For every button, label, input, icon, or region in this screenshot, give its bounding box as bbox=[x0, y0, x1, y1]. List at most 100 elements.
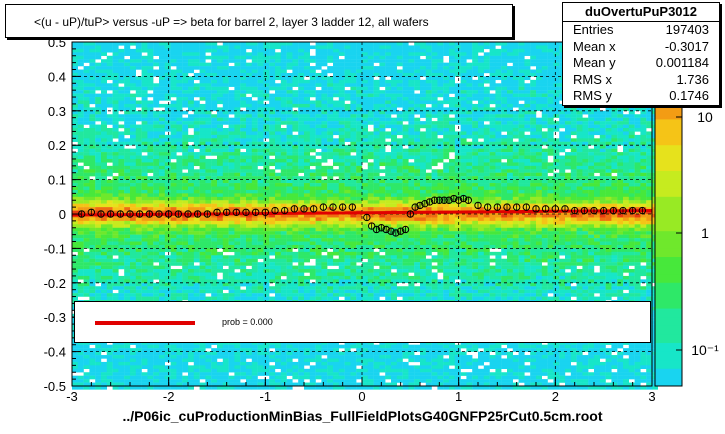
heatmap-cell bbox=[141, 262, 148, 266]
heatmap-cell bbox=[106, 148, 113, 153]
heatmap-cell bbox=[182, 231, 189, 235]
heatmap-cell bbox=[106, 48, 113, 53]
heatmap-cell bbox=[240, 231, 247, 235]
heatmap-cell bbox=[304, 217, 310, 222]
heatmap-cell bbox=[367, 172, 374, 177]
heatmap-cell bbox=[164, 83, 171, 87]
heatmap-cell bbox=[327, 217, 334, 222]
heatmap-cell bbox=[199, 131, 206, 136]
heatmap-cell bbox=[159, 131, 165, 136]
heatmap-cell bbox=[188, 148, 194, 153]
heatmap-cell bbox=[257, 117, 264, 122]
heatmap-cell bbox=[298, 196, 305, 201]
heatmap-cell bbox=[182, 361, 189, 366]
heatmap-cell bbox=[246, 86, 252, 91]
heatmap-cell bbox=[257, 110, 264, 115]
heatmap-cell bbox=[356, 296, 363, 301]
heatmap-cell bbox=[118, 124, 125, 129]
heatmap-cell bbox=[275, 361, 281, 366]
heatmap-cell bbox=[182, 379, 189, 383]
heatmap-cell bbox=[298, 351, 305, 356]
heatmap-cell bbox=[298, 200, 305, 204]
heatmap-cell bbox=[367, 186, 374, 191]
heatmap-cell bbox=[362, 76, 368, 81]
heatmap-cell bbox=[176, 227, 183, 232]
heatmap-cell bbox=[234, 262, 241, 266]
heatmap-cell bbox=[344, 193, 351, 197]
heatmap-cell bbox=[193, 220, 200, 225]
heatmap-cell bbox=[362, 344, 368, 349]
heatmap-cell bbox=[269, 79, 276, 84]
heatmap-cell bbox=[275, 196, 281, 201]
heatmap-cell bbox=[72, 272, 78, 277]
heatmap-cell bbox=[263, 379, 270, 383]
heatmap-cell bbox=[217, 93, 223, 98]
heatmap-cell bbox=[159, 234, 165, 239]
heatmap-cell bbox=[135, 148, 142, 153]
heatmap-cell bbox=[72, 262, 78, 266]
heatmap-cell bbox=[83, 169, 90, 173]
heatmap-cell bbox=[251, 55, 258, 60]
heatmap-cell bbox=[309, 83, 316, 87]
heatmap-cell bbox=[257, 244, 264, 249]
heatmap-cell bbox=[130, 97, 136, 101]
heatmap-cell bbox=[176, 172, 183, 177]
heatmap-cell bbox=[350, 217, 357, 222]
heatmap-cell bbox=[135, 286, 142, 290]
heatmap-cell bbox=[83, 361, 90, 366]
heatmap-cell bbox=[280, 189, 287, 194]
heatmap-cell bbox=[193, 90, 200, 94]
heatmap-cell bbox=[153, 196, 160, 201]
heatmap-cell bbox=[124, 59, 131, 63]
heatmap-cell bbox=[182, 203, 189, 208]
heatmap-cell bbox=[367, 93, 374, 98]
heatmap-cell bbox=[193, 169, 200, 173]
heatmap-cell bbox=[251, 152, 258, 156]
heatmap-cell bbox=[211, 361, 218, 366]
heatmap-cell bbox=[101, 72, 107, 77]
heatmap-cell bbox=[112, 224, 119, 228]
heatmap-cell bbox=[234, 66, 241, 70]
heatmap-cell bbox=[147, 196, 154, 201]
heatmap-cell bbox=[280, 358, 287, 363]
heatmap-cell bbox=[333, 52, 339, 56]
heatmap-cell bbox=[234, 169, 241, 173]
heatmap-cell bbox=[217, 355, 223, 359]
heatmap-cell bbox=[147, 110, 154, 115]
heatmap-cell bbox=[164, 42, 171, 46]
heatmap-cell bbox=[147, 86, 154, 91]
heatmap-cell bbox=[269, 375, 276, 380]
heatmap-cell bbox=[89, 131, 96, 136]
heatmap-cell bbox=[217, 52, 223, 56]
heatmap-cell bbox=[362, 158, 368, 163]
heatmap-cell bbox=[304, 296, 310, 301]
heatmap-cell bbox=[222, 158, 229, 163]
heatmap-cell bbox=[269, 42, 276, 46]
heatmap-cell bbox=[228, 289, 235, 294]
heatmap-cell bbox=[304, 172, 310, 177]
heatmap-cell bbox=[199, 66, 206, 70]
heatmap-cell bbox=[153, 234, 160, 239]
heatmap-cell bbox=[344, 121, 351, 125]
heatmap-cell bbox=[309, 248, 316, 253]
heatmap-cell bbox=[275, 379, 281, 383]
heatmap-cell bbox=[367, 72, 374, 77]
heatmap-cell bbox=[193, 48, 200, 53]
heatmap-cell bbox=[234, 361, 241, 366]
heatmap-cell bbox=[217, 379, 223, 383]
heatmap-cell bbox=[362, 138, 368, 142]
heatmap-cell bbox=[333, 348, 339, 352]
heatmap-cell bbox=[240, 86, 247, 91]
heatmap-cell bbox=[199, 265, 206, 270]
heatmap-cell bbox=[77, 131, 84, 136]
heatmap-cell bbox=[211, 117, 218, 122]
heatmap-cell bbox=[101, 86, 107, 91]
heatmap-cell bbox=[246, 176, 252, 180]
heatmap-cell bbox=[286, 372, 293, 376]
heatmap-cell bbox=[286, 48, 293, 53]
heatmap-cell bbox=[338, 110, 345, 115]
heatmap-cell bbox=[367, 282, 374, 287]
heatmap-cell bbox=[83, 103, 90, 108]
heatmap-cell bbox=[101, 372, 107, 376]
heatmap-cell bbox=[164, 248, 171, 253]
